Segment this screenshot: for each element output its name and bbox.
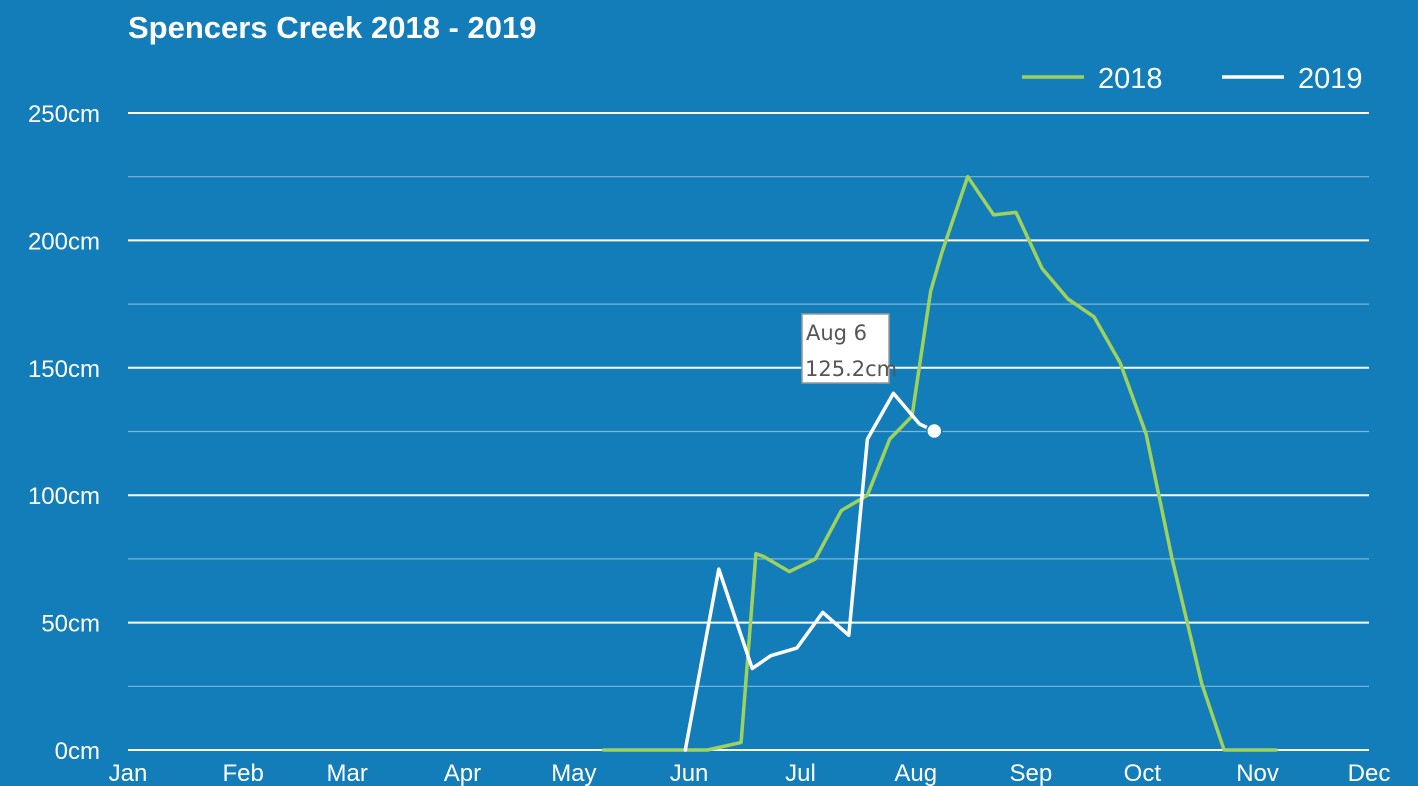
- x-tick-label: Apr: [444, 760, 481, 786]
- y-tick-label: 0cm: [55, 738, 100, 765]
- x-tick-label: Nov: [1236, 760, 1279, 786]
- series-lines: [601, 174, 1278, 752]
- tooltip: Aug 6 125.2cm: [801, 313, 897, 384]
- tooltip-box: [801, 313, 890, 384]
- series-line-2018: [601, 174, 1278, 752]
- x-tick-label: Dec: [1348, 760, 1391, 786]
- legend-label-2019[interactable]: 2019: [1298, 63, 1363, 95]
- x-tick-label: Aug: [894, 760, 937, 786]
- x-axis-ticks: Jan Feb Mar Apr May Jun Jul Aug Sep Oct Nov Dec: [109, 760, 1391, 786]
- x-tick-label: Jan: [109, 760, 148, 786]
- y-tick-label: 250cm: [28, 101, 100, 128]
- x-tick-label: Feb: [223, 760, 264, 786]
- y-tick-label: 150cm: [28, 356, 100, 383]
- y-axis-ticks: 0cm 50cm 100cm 150cm 200cm 250cm: [28, 101, 100, 765]
- x-tick-label: Jun: [670, 760, 709, 786]
- tooltip-value: 125.2cm: [805, 357, 897, 381]
- chart-title: Spencers Creek 2018 - 2019: [128, 10, 536, 45]
- x-tick-label: Mar: [327, 760, 368, 786]
- tooltip-date: Aug 6: [806, 321, 867, 345]
- grid-lines: [128, 112, 1369, 751]
- x-tick-label: Jul: [785, 760, 816, 786]
- x-tick-label: Sep: [1010, 760, 1053, 786]
- y-tick-label: 100cm: [28, 483, 100, 510]
- chart-legend: 2018 2019: [1022, 63, 1363, 95]
- highlight-point[interactable]: [926, 422, 943, 440]
- x-tick-label: May: [551, 760, 596, 786]
- legend-label-2018[interactable]: 2018: [1098, 63, 1163, 95]
- y-tick-label: 50cm: [41, 611, 100, 638]
- y-tick-label: 200cm: [28, 228, 100, 255]
- x-tick-label: Oct: [1124, 760, 1162, 786]
- series-line-2019: [683, 391, 937, 752]
